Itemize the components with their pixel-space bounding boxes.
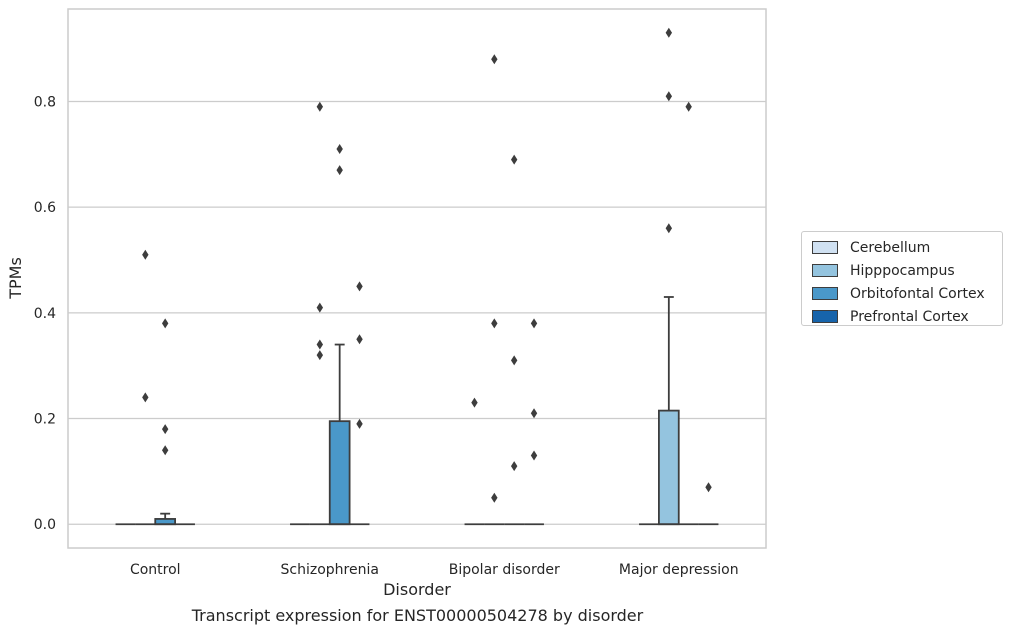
chart-caption: Transcript expression for ENST0000050427…	[191, 606, 644, 625]
legend-label: Orbitofontal Cortex	[850, 285, 985, 302]
y-axis-label: TPMs	[6, 257, 25, 300]
box-cerebellum	[464, 397, 485, 526]
box-prefrontal-cortex	[349, 281, 370, 526]
legend-swatch	[812, 264, 838, 277]
box-hipppocampus	[484, 54, 505, 526]
legend-swatch	[812, 241, 838, 254]
box-body	[658, 409, 680, 526]
outlier-point	[491, 54, 498, 65]
outlier-point	[316, 302, 324, 313]
plot-area	[67, 8, 767, 549]
box-hipppocampus	[658, 27, 680, 526]
outlier-point	[316, 339, 324, 350]
outlier-point	[705, 482, 712, 493]
outlier-point	[665, 91, 673, 102]
x-axis-label: Disorder	[383, 580, 451, 599]
legend-label: Hipppocampus	[850, 262, 955, 279]
y-tick-label: 0.2	[34, 412, 56, 428]
outlier-point	[356, 334, 363, 345]
outlier-point	[161, 424, 169, 435]
legend-item-orbitofrontal-cortex: Orbitofontal Cortex	[812, 282, 1002, 305]
legend-item-prefrontal-cortex: Prefrontal Cortex	[812, 305, 1002, 328]
y-tick-label: 0.8	[34, 94, 56, 110]
box-orbitofontal-cortex	[328, 144, 351, 526]
outlier-point	[161, 318, 169, 329]
outlier-point	[530, 450, 538, 461]
box-orbitofontal-cortex	[678, 101, 699, 526]
boxes-layer	[115, 27, 719, 526]
box-orbitofontal-cortex	[154, 318, 176, 526]
box-orbitofontal-cortex	[504, 154, 525, 526]
legend-swatch	[812, 310, 838, 323]
outlier-point	[491, 318, 498, 329]
outlier-point	[471, 397, 478, 408]
y-tick-label: 0.6	[34, 200, 56, 216]
legend-item-hippocampus: Hipppocampus	[812, 259, 1002, 282]
legend-label: Prefrontal Cortex	[850, 308, 969, 325]
y-axis-ticks: 0.0 0.2 0.4 0.6 0.8	[34, 94, 56, 533]
outlier-point	[336, 165, 343, 176]
outlier-point	[685, 101, 692, 112]
outlier-point	[161, 445, 169, 456]
outlier-point	[316, 350, 324, 361]
legend-item-cerebellum: Cerebellum	[812, 236, 1002, 259]
outlier-point	[510, 154, 518, 165]
y-tick-label: 0.4	[34, 306, 56, 322]
outlier-point	[510, 461, 518, 472]
outlier-point	[530, 408, 538, 419]
box-hipppocampus	[309, 101, 330, 526]
y-tick-label: 0.0	[34, 517, 56, 533]
box-body	[328, 420, 351, 526]
legend-label: Cerebellum	[850, 239, 931, 256]
outlier-point	[336, 144, 343, 155]
x-tick-label: Major depression	[619, 562, 739, 578]
x-tick-label: Bipolar disorder	[449, 562, 560, 578]
outlier-point	[356, 281, 363, 292]
box-prefrontal-cortex	[524, 318, 544, 526]
outlier-point	[510, 355, 518, 366]
legend-swatch	[812, 287, 838, 300]
box-hipppocampus	[135, 249, 156, 526]
outlier-point	[142, 249, 149, 260]
outlier-point	[142, 392, 149, 403]
outlier-point	[665, 27, 673, 38]
box-prefrontal-cortex	[698, 482, 719, 526]
x-tick-label: Schizophrenia	[281, 562, 379, 578]
x-tick-label: Control	[130, 562, 181, 578]
outlier-point	[530, 318, 538, 329]
legend: Cerebellum Hipppocampus Orbitofontal Cor…	[801, 231, 1003, 326]
x-axis-ticks: Control Schizophrenia Bipolar disorder Majo…	[130, 562, 739, 578]
outlier-point	[491, 492, 498, 503]
outlier-point	[356, 418, 363, 429]
outlier-point	[316, 101, 324, 112]
outlier-point	[665, 223, 673, 234]
